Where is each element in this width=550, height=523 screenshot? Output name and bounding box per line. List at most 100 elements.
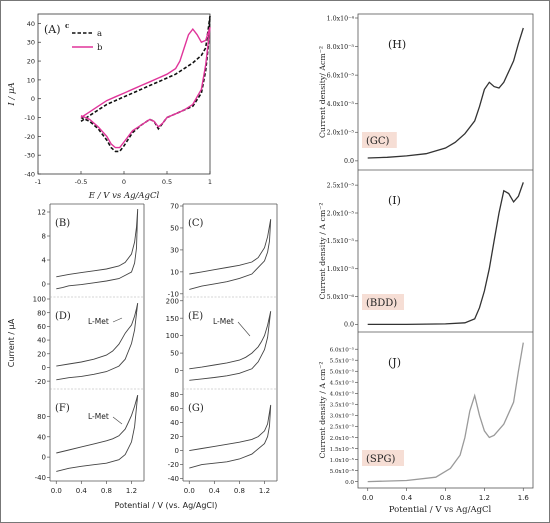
panel-bg-ytick-label: 0 xyxy=(42,281,46,289)
panel-h-j-chart-stack: 0.0 0.4 0.8 1.2 1.6 0.0 2.0x10⁻⁵ 4.0x10⁻⁵ 6.0x10… xyxy=(318,13,534,515)
panel-bg-xtick-label: 0.0 xyxy=(51,487,62,495)
panel-bg-ytick-label: 200 xyxy=(166,297,179,305)
panel-hj-ytick-label: 5.0x10⁻⁶ xyxy=(327,294,355,301)
panel-hj-xtick-label: 0.8 xyxy=(440,494,451,502)
panel-hj-ytick-label: 1.5x10⁻⁵ xyxy=(330,446,355,453)
panel-hj-ytick-label: 0.0 xyxy=(344,322,354,329)
panel-bg-label: (G) xyxy=(188,403,204,414)
panel-bg-annotation-leader xyxy=(112,317,123,323)
panel-hj-label: (I) xyxy=(388,194,401,207)
panel-bg-ytick-label: 80 xyxy=(37,413,46,421)
panel-bg-ytick-label: 80 xyxy=(170,391,179,399)
panel-bg-curve xyxy=(189,219,272,290)
panel-a-xtick-label: 0.5 xyxy=(162,178,172,186)
panel-bg-annotation: L-Met xyxy=(88,317,109,326)
panel-a-series-b xyxy=(80,26,211,149)
panel-bg-annotation: L-Met xyxy=(213,317,234,326)
panel-bg-label: (D) xyxy=(55,311,71,322)
panel-bg-curve xyxy=(189,311,272,381)
panel-bg-ytick-label: 50 xyxy=(170,225,179,233)
panel-hj-ylabel: Current density/ Acm⁻² xyxy=(318,46,327,138)
panel-hj-tag-box xyxy=(362,450,404,466)
panel-hj-ytick-label: 1.0x10⁻⁴ xyxy=(327,15,355,22)
panel-hj-ytick-label: 4.0x10⁻⁵ xyxy=(330,391,355,398)
panel-hj-ytick-label: 3.0x10⁻⁵ xyxy=(330,413,355,420)
panel-bg-xtick-label: 1.2 xyxy=(259,487,270,495)
panel-bg-ytick-label: 70 xyxy=(170,203,179,211)
panel-bg-ytick-label: 8 xyxy=(42,233,46,241)
panel-a-ytick-label: 10 xyxy=(27,76,35,84)
panel-bg-label: (F) xyxy=(55,403,70,414)
panel-bg-xtick-label: 0.4 xyxy=(209,487,221,495)
panel-bg-ytick-label: 30 xyxy=(170,247,179,255)
panel-bg-label: (B) xyxy=(55,218,70,229)
panel-bg-ylabel: Current / μA xyxy=(7,318,16,367)
panel-a-ytick-label: 0 xyxy=(31,95,35,103)
panel-hj-tag: (BDD) xyxy=(366,298,397,309)
panel-bg-ytick-label: 100 xyxy=(166,332,179,340)
panel-a-xlabel: E / V vs Ag/AgCl xyxy=(88,191,160,201)
panel-hj-tag-box xyxy=(362,294,404,310)
panel-bg-ytick-label: 20 xyxy=(37,350,46,358)
panel-hj-ytick-label: 2.5x10⁻⁵ xyxy=(327,182,355,189)
panel-a-label: (A) xyxy=(44,23,61,36)
panel-hj-xtick-label: 1.2 xyxy=(479,494,490,502)
panel-bg-curve xyxy=(189,404,272,469)
panel-hj-curve xyxy=(367,27,524,159)
panel-bg-curve xyxy=(56,303,139,381)
panel-hj-ytick-label: 0.0 xyxy=(344,158,354,165)
panel-hj-ytick-label: 4.5x10⁻⁵ xyxy=(330,380,355,387)
panel-hj-ytick-label: 6.0x10⁻⁵ xyxy=(330,347,355,354)
panel-bg-xtick-label: 0.0 xyxy=(184,487,195,495)
panel-a-legend-entry: a xyxy=(97,29,102,39)
panel-bg-ytick-label: 0 xyxy=(175,447,179,455)
panel-bg-ytick-label: 80 xyxy=(37,309,46,317)
panel-hj-ytick-label: 5.0x10⁻⁶ xyxy=(330,468,355,475)
panel-bg-xtick-label: 0.8 xyxy=(101,487,112,495)
panel-bg-curve xyxy=(56,208,139,290)
panel-hj-ytick-label: 2.5x10⁻⁵ xyxy=(330,424,355,431)
panel-a-tag: c xyxy=(65,21,69,30)
panel-bg-ytick-label: 40 xyxy=(170,419,179,427)
panel-bg-ytick-label: 50 xyxy=(170,350,179,358)
panel-bg-curve xyxy=(56,394,139,472)
panel-a-ytick-label: -10 xyxy=(24,114,35,122)
panel-a-ytick-label: -30 xyxy=(24,152,35,160)
panel-bg-xlabel: Potential / V (vs. Ag/AgCl) xyxy=(115,501,218,510)
panel-a-ytick-label: 30 xyxy=(27,39,35,47)
panel-bg-xtick-label: 0.4 xyxy=(76,487,88,495)
panel-a-xtick-label: 1 xyxy=(208,178,212,186)
panel-hj-xtick-label: 0.4 xyxy=(401,494,413,502)
panel-bg-ytick-label: 40 xyxy=(37,433,46,441)
panel-bg-ytick-label: 100 xyxy=(33,296,46,304)
panel-bg-label: (C) xyxy=(188,218,204,229)
panel-hj-ytick-label: 0.0 xyxy=(345,480,354,486)
panel-hj-curve xyxy=(367,182,524,326)
panel-a-series-a xyxy=(80,15,211,153)
panel-a-xtick-label: -0.5 xyxy=(75,178,88,186)
panel-hj-tag: (SPG) xyxy=(366,454,395,465)
panel-bg-ytick-label: -10 xyxy=(168,290,179,298)
panel-a-ylabel: I / μA xyxy=(7,82,17,106)
panel-hj-ytick-label: 2.0x10⁻⁵ xyxy=(327,210,355,217)
panel-a-ytick-label: -40 xyxy=(24,171,35,179)
panel-hj-ytick-label: 6.0x10⁻⁵ xyxy=(327,72,355,79)
panel-hj-ytick-label: 1.0x10⁻⁵ xyxy=(327,266,355,273)
panel-bg-annotation-leader xyxy=(112,416,123,425)
panel-bg-ytick-label: -20 xyxy=(168,461,179,469)
panel-hj-ytick-label: 2.0x10⁻⁵ xyxy=(330,435,355,442)
panel-hj-ytick-label: 2.0x10⁻⁵ xyxy=(327,130,355,137)
panel-bg-ytick-label: 150 xyxy=(166,315,179,323)
panel-a-ytick-label: 20 xyxy=(27,58,35,66)
panel-bg-annotation-leader xyxy=(237,321,251,337)
panel-bg-ytick-label: 0 xyxy=(42,454,46,462)
panel-bg-ytick-label: 60 xyxy=(170,405,179,413)
panel-bg-ytick-label: -40 xyxy=(168,475,179,483)
panel-bg-ytick-label: 0 xyxy=(175,367,179,375)
panel-bg-ytick-label: 0 xyxy=(42,364,46,372)
panel-bg-xtick-label: 0.8 xyxy=(234,487,245,495)
panel-bg-ytick-label: 40 xyxy=(37,337,46,345)
panel-b-g-chart-grid: 0.0 0.4 0.8 1.2 0.0 0.4 0.8 1.2 0 4 8 12 (B) -10 10 30 5… xyxy=(7,203,278,510)
